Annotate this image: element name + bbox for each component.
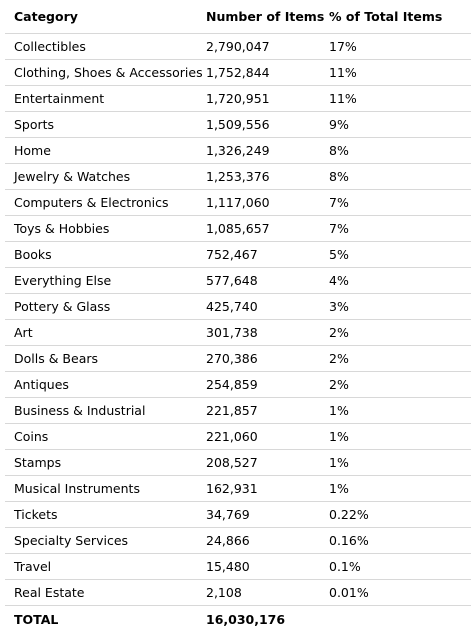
row-percent: 0.01% [329, 585, 369, 600]
row-category: Dolls & Bears [14, 351, 99, 366]
row-category: Coins [14, 429, 49, 444]
row-number-of-items: 1,253,376 [206, 169, 270, 184]
row-number-of-items: 2,108 [206, 585, 242, 600]
row-percent: 4% [329, 273, 349, 288]
table-row: Home 1,326,249 8% [5, 138, 471, 164]
row-number-of-items: 270,386 [206, 351, 258, 366]
row-percent: 0.1% [329, 559, 361, 574]
row-percent: 17% [329, 39, 357, 54]
row-percent: 8% [329, 143, 349, 158]
table-row: Business & Industrial 221,857 1% [5, 398, 471, 424]
row-number-of-items: 1,117,060 [206, 195, 270, 210]
header-percent-of-total: % of Total Items [329, 9, 443, 24]
row-percent: 1% [329, 403, 349, 418]
row-category: Toys & Hobbies [14, 221, 110, 236]
table-row: Tickets 34,769 0.22% [5, 502, 471, 528]
row-number-of-items: 1,752,844 [206, 65, 270, 80]
row-number-of-items: 1,509,556 [206, 117, 270, 132]
row-number-of-items: 1,326,249 [206, 143, 270, 158]
table-row: Musical Instruments 162,931 1% [5, 476, 471, 502]
row-number-of-items: 208,527 [206, 455, 258, 470]
row-category: Antiques [14, 377, 69, 392]
row-category: Pottery & Glass [14, 299, 111, 314]
row-category: Stamps [14, 455, 62, 470]
row-percent: 1% [329, 429, 349, 444]
row-category: Home [14, 143, 51, 158]
row-number-of-items: 1,085,657 [206, 221, 270, 236]
row-number-of-items: 425,740 [206, 299, 258, 314]
table-row: Toys & Hobbies 1,085,657 7% [5, 216, 471, 242]
category-table: Category Number of Items % of Total Item… [5, 0, 471, 632]
table-row: Sports 1,509,556 9% [5, 112, 471, 138]
table-row: Dolls & Bears 270,386 2% [5, 346, 471, 372]
row-category: Musical Instruments [14, 481, 140, 496]
table-row: Pottery & Glass 425,740 3% [5, 294, 471, 320]
row-percent: 5% [329, 247, 349, 262]
table-row: Real Estate 2,108 0.01% [5, 580, 471, 606]
row-category: Collectibles [14, 39, 86, 54]
row-percent: 3% [329, 299, 349, 314]
row-percent: 2% [329, 351, 349, 366]
table-total-row: TOTAL 16,030,176 [5, 606, 471, 632]
table-row: Books 752,467 5% [5, 242, 471, 268]
row-percent: 9% [329, 117, 349, 132]
table-row: Specialty Services 24,866 0.16% [5, 528, 471, 554]
table-row: Coins 221,060 1% [5, 424, 471, 450]
table-row: Everything Else 577,648 4% [5, 268, 471, 294]
row-category: Sports [14, 117, 55, 132]
table-body: Collectibles 2,790,047 17% Clothing, Shoes … [5, 34, 471, 606]
table-header-row: Category Number of Items % of Total Item… [5, 0, 471, 34]
row-category: Entertainment [14, 91, 105, 106]
table-row: Jewelry & Watches 1,253,376 8% [5, 164, 471, 190]
row-category: Travel [14, 559, 52, 574]
table-row: Art 301,738 2% [5, 320, 471, 346]
row-percent: 1% [329, 455, 349, 470]
row-percent: 2% [329, 377, 349, 392]
row-number-of-items: 15,480 [206, 559, 250, 574]
row-percent: 11% [329, 65, 357, 80]
row-category: Real Estate [14, 585, 85, 600]
table-row: Collectibles 2,790,047 17% [5, 34, 471, 60]
header-category: Category [14, 9, 78, 24]
row-category: Clothing, Shoes & Accessories [14, 65, 203, 80]
total-count: 16,030,176 [206, 611, 286, 627]
total-label: TOTAL [14, 611, 59, 627]
row-number-of-items: 752,467 [206, 247, 258, 262]
row-number-of-items: 34,769 [206, 507, 250, 522]
row-percent: 2% [329, 325, 349, 340]
row-category: Art [14, 325, 33, 340]
table-row: Antiques 254,859 2% [5, 372, 471, 398]
table-row: Travel 15,480 0.1% [5, 554, 471, 580]
header-number-of-items: Number of Items [206, 9, 325, 24]
row-number-of-items: 301,738 [206, 325, 258, 340]
row-percent: 0.22% [329, 507, 369, 522]
row-category: Everything Else [14, 273, 112, 288]
table-row: Computers & Electronics 1,117,060 7% [5, 190, 471, 216]
row-number-of-items: 221,857 [206, 403, 258, 418]
row-percent: 7% [329, 221, 349, 236]
row-number-of-items: 254,859 [206, 377, 258, 392]
row-category: Specialty Services [14, 533, 129, 548]
table-row: Entertainment 1,720,951 11% [5, 86, 471, 112]
row-percent: 11% [329, 91, 357, 106]
row-percent: 8% [329, 169, 349, 184]
row-number-of-items: 24,866 [206, 533, 250, 548]
row-category: Books [14, 247, 52, 262]
row-percent: 0.16% [329, 533, 369, 548]
row-category: Jewelry & Watches [14, 169, 131, 184]
row-category: Computers & Electronics [14, 195, 169, 210]
row-category: Tickets [14, 507, 58, 522]
row-number-of-items: 577,648 [206, 273, 258, 288]
row-percent: 7% [329, 195, 349, 210]
row-number-of-items: 1,720,951 [206, 91, 270, 106]
row-number-of-items: 2,790,047 [206, 39, 270, 54]
table-row: Clothing, Shoes & Accessories 1,752,844 11… [5, 60, 471, 86]
row-number-of-items: 162,931 [206, 481, 258, 496]
row-category: Business & Industrial [14, 403, 146, 418]
row-percent: 1% [329, 481, 349, 496]
table-row: Stamps 208,527 1% [5, 450, 471, 476]
row-number-of-items: 221,060 [206, 429, 258, 444]
